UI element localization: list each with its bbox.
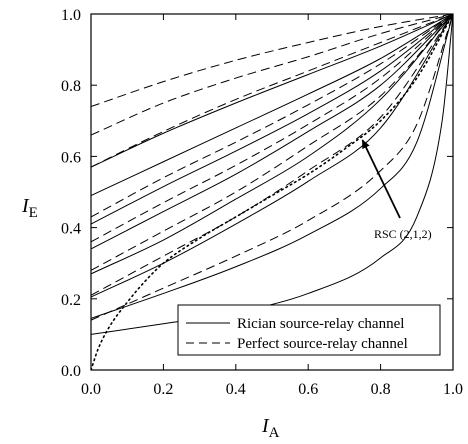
x-axis-title: IA [261,415,280,441]
series-dashed-line-14 [91,14,453,136]
series-solid-line-5 [91,14,453,225]
x-tick-label: 0.0 [81,381,101,398]
series-solid-line-1 [91,14,453,319]
series-dotted-line-16 [91,14,453,370]
annotation-arrow [361,139,401,219]
y-axis-title-main: I [21,195,30,217]
y-tick-label: 0.4 [61,221,81,238]
series-solid-line-6 [91,14,453,197]
x-tick-label: 1.0 [443,381,463,398]
series-solid-line-0 [91,14,453,335]
series-dashed-line-15 [91,14,453,108]
x-tick-label: 0.2 [153,381,173,398]
y-tick-label: 1.0 [61,7,81,24]
series-solid-line-4 [91,14,453,250]
x-axis-title-main: I [261,415,270,437]
series-dashed-line-11 [91,14,453,243]
curves-layer [91,14,453,370]
y-tick-label: 0.8 [61,78,81,95]
x-tick-label: 0.4 [226,381,246,398]
annotation-label: RSC (2,1,2) [374,227,432,241]
y-tick-label: 0.0 [61,363,81,380]
series-solid-line-3 [91,14,453,275]
series-dashed-line-9 [91,14,453,296]
legend-box [177,304,441,356]
series-solid-line-7 [91,14,453,168]
legend: Rician source-relay channel Perfect sour… [177,304,441,356]
y-tick-label: 0.6 [61,149,81,166]
y-tick-label: 0.2 [61,292,81,309]
ticks-layer: 0.0 0.2 0.4 0.6 0.8 1.0 0.0 0.2 0.4 0.6 0.8 1.0 [61,7,463,398]
legend-label-rician: Rician source-relay channel [237,316,404,332]
series-dashed-line-10 [91,14,453,271]
series-dashed-line-13 [91,14,453,168]
series-dashed-line-8 [91,14,453,321]
plot-frame [90,13,454,371]
series-solid-line-2 [91,14,453,298]
legend-label-perfect: Perfect source-relay channel [237,336,408,352]
x-axis-title-sub: A [269,425,280,441]
y-axis-title: IE [21,195,38,221]
series-dashed-line-12 [91,14,453,218]
x-tick-label: 0.6 [298,381,318,398]
annotation: RSC (2,1,2) [361,139,432,241]
x-tick-label: 0.8 [371,381,391,398]
y-axis-title-sub: E [29,205,38,221]
